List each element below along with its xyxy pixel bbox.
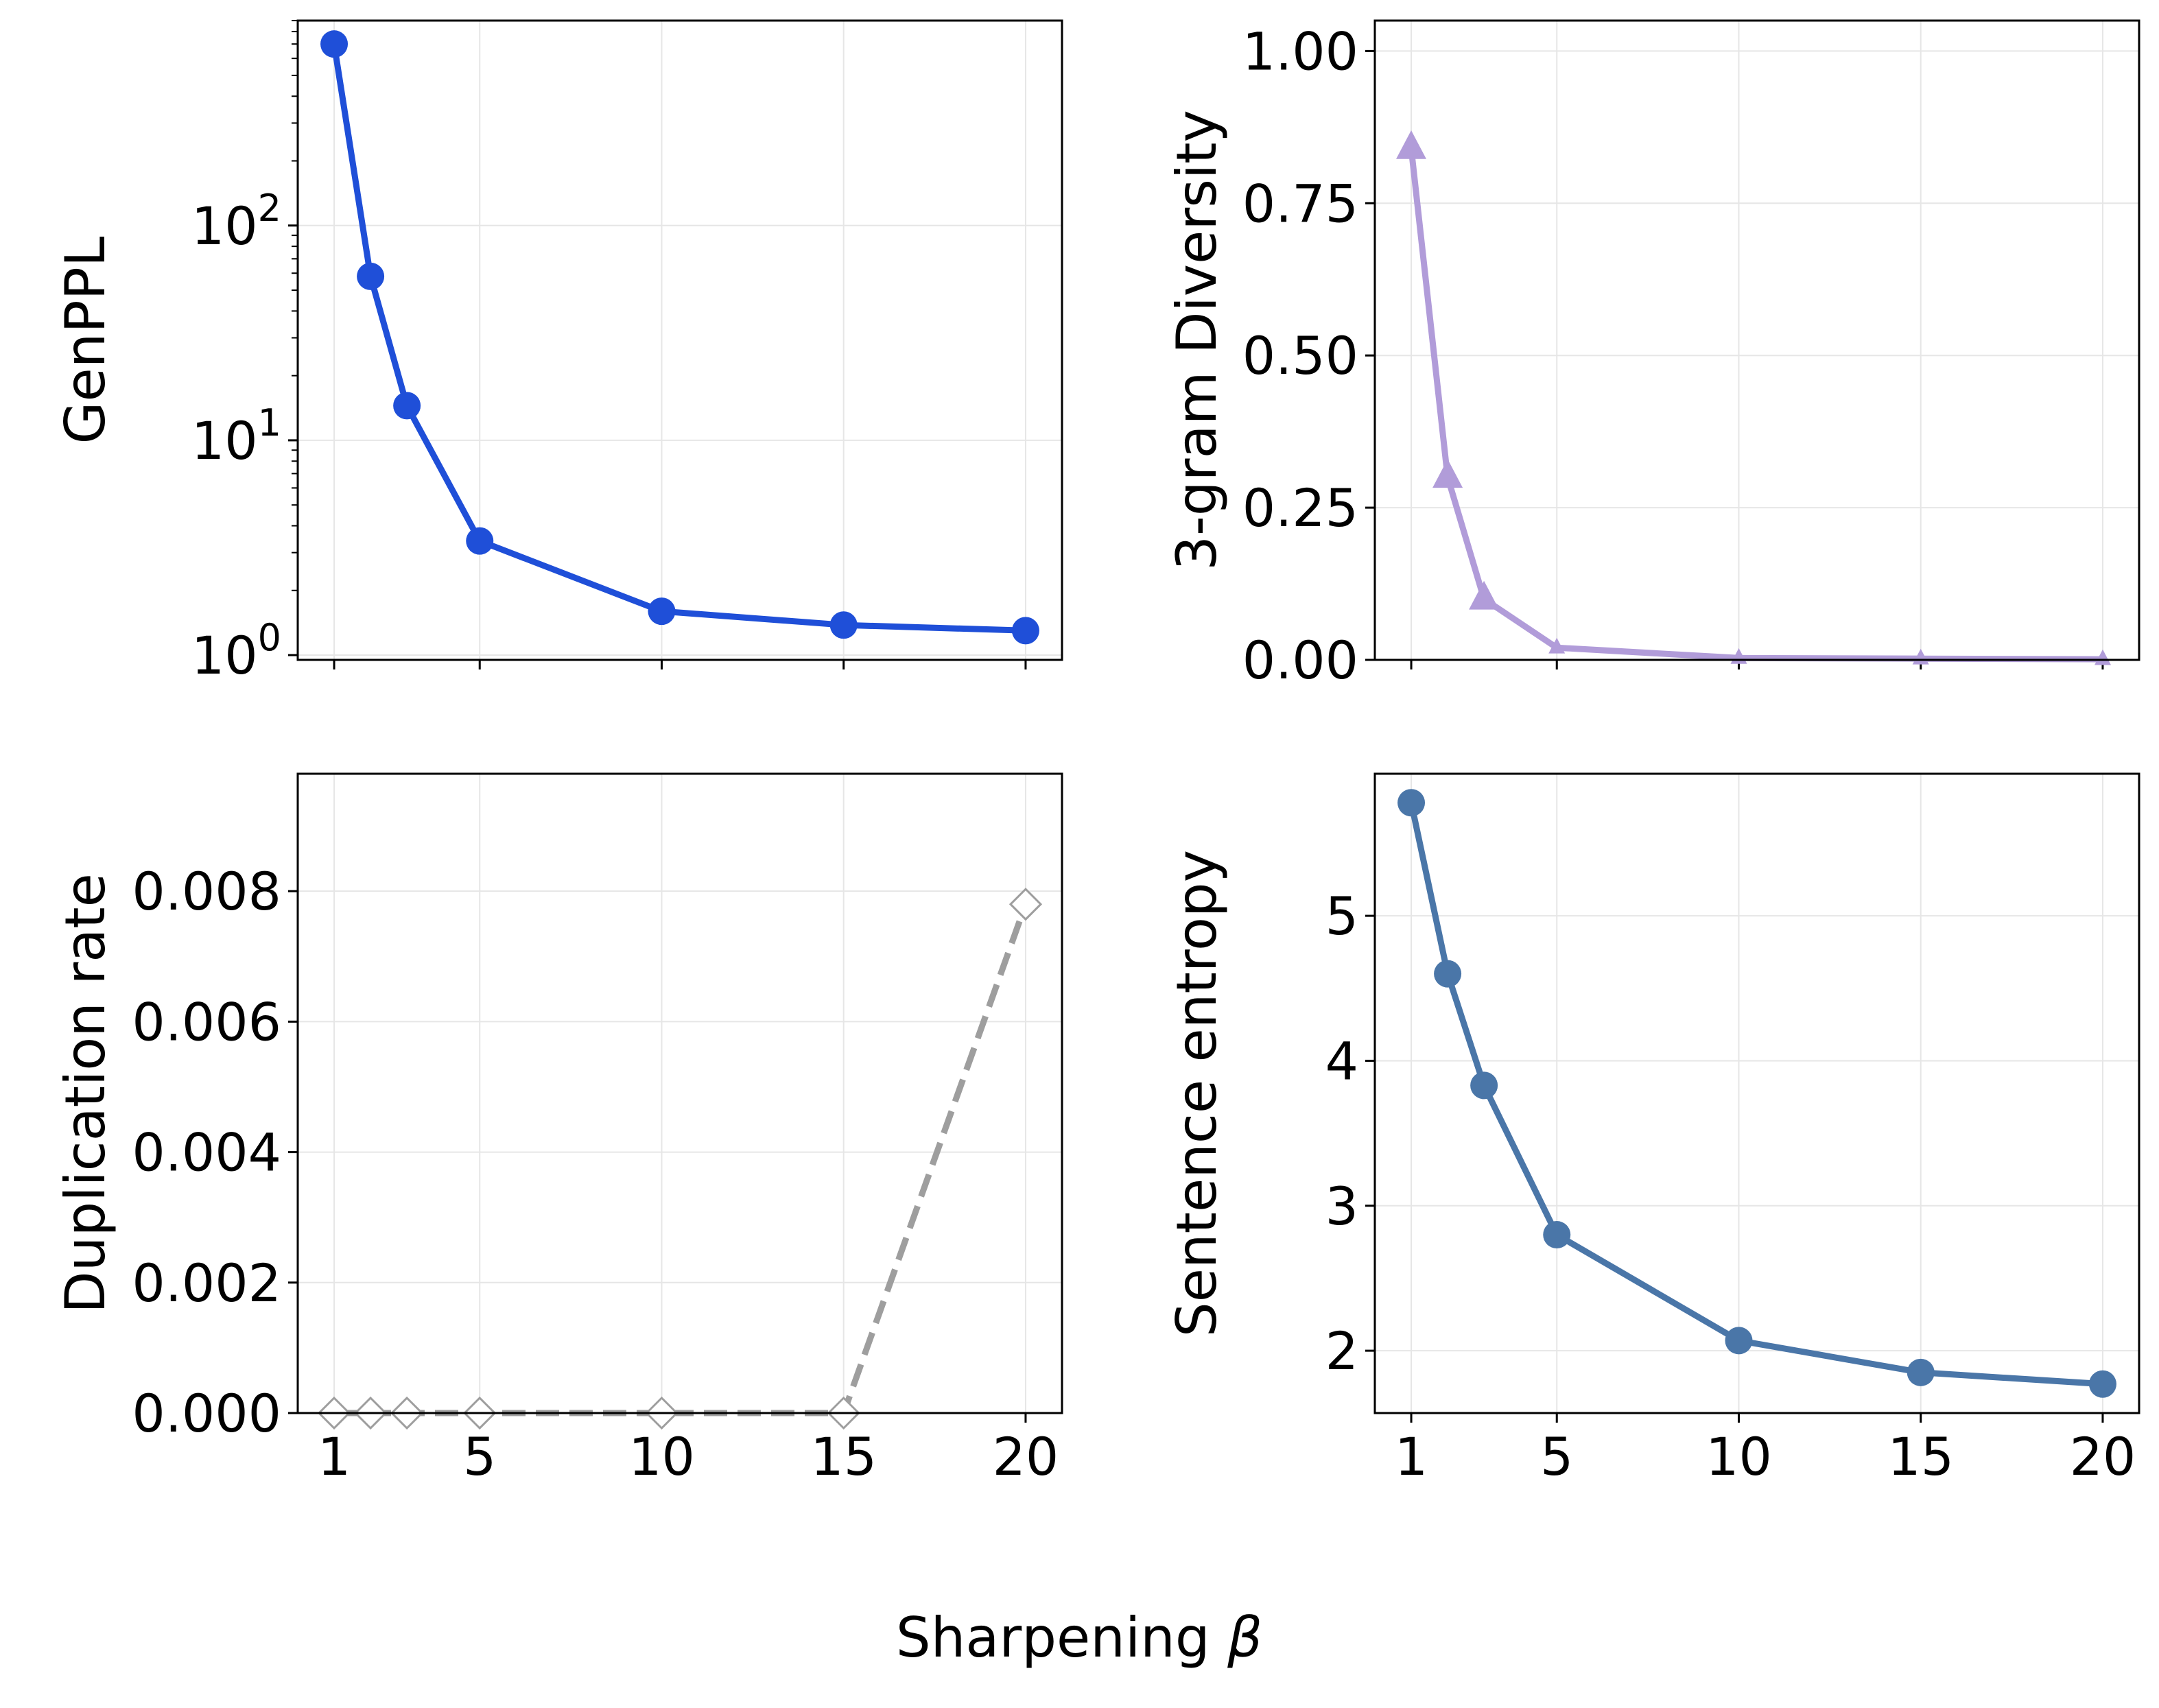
shared-xlabel: Sharpening β — [896, 1606, 1262, 1670]
diversity-panel: 0.00 0.25 0.50 0.75 1.003-gram Diversity — [1165, 19, 2140, 691]
series-line — [334, 903, 1029, 1416]
data-point-x3 — [1470, 1071, 1498, 1100]
y-tick-label: 100 — [191, 616, 281, 686]
y-tick-label: 0.006 — [132, 991, 281, 1052]
x-tick-label: 10 — [628, 1426, 695, 1487]
y-tick-label: 5 — [1325, 886, 1358, 947]
y-tick-label: 0.000 — [132, 1383, 281, 1444]
data-point-x5 — [466, 527, 494, 555]
data-point-x10 — [1725, 1327, 1753, 1355]
data-point-x2 — [357, 262, 385, 290]
x-tick-label: 15 — [1887, 1426, 1954, 1487]
y-tick-label: 0.004 — [132, 1122, 281, 1183]
x-tick-label: 10 — [1706, 1426, 1772, 1487]
shared-xlabel-symbol: β — [1227, 1606, 1262, 1670]
y-axis-title: 3-gram Diversity — [1165, 110, 1229, 571]
data-point-x5 — [1543, 1221, 1571, 1249]
x-tick-label: 5 — [463, 1426, 496, 1487]
series-line — [331, 43, 1026, 634]
data-point-x2 — [1432, 459, 1463, 488]
y-tick-label: 0.50 — [1242, 325, 1358, 386]
data-point-x15 — [1907, 1358, 1935, 1386]
y-tick-label: 0.00 — [1242, 630, 1358, 691]
y-tick-label: 102 — [191, 187, 281, 257]
genppl-panel: 100 101 102 GenPPL — [54, 19, 1063, 686]
data-point-x1 — [1396, 130, 1426, 159]
series-line — [1408, 147, 2103, 663]
y-axis-title: Duplication rate — [54, 873, 117, 1314]
data-point-x3 — [1469, 580, 1500, 610]
y-axis-title: GenPPL — [54, 236, 117, 444]
data-point-x15 — [829, 611, 858, 639]
shared-xlabel-text: Sharpening — [896, 1606, 1227, 1670]
y-tick-label: 0.008 — [132, 861, 281, 922]
y-tick-label: 101 — [191, 401, 281, 471]
y-tick-label: 3 — [1325, 1176, 1358, 1237]
plot-frame — [1373, 772, 2140, 1414]
data-point-x5 — [1548, 637, 1566, 654]
y-tick-label: 2 — [1325, 1320, 1358, 1381]
x-tick-label: 15 — [810, 1426, 877, 1487]
plot-frame — [296, 772, 1063, 1414]
y-tick-label: 4 — [1325, 1030, 1358, 1091]
x-tick-label: 20 — [993, 1426, 1059, 1487]
y-tick-label: 0.002 — [132, 1253, 281, 1314]
data-point-x2 — [1434, 960, 1462, 988]
data-point-x10 — [648, 597, 676, 626]
plot-frame — [1373, 19, 2140, 661]
series-line — [1408, 802, 2103, 1388]
data-point-x3 — [393, 392, 421, 420]
data-point-x1 — [320, 30, 349, 58]
data-point-x20 — [2088, 1370, 2116, 1398]
y-tick-label: 0.25 — [1242, 477, 1358, 538]
y-tick-label: 1.00 — [1242, 21, 1358, 82]
plot-frame — [296, 19, 1063, 661]
x-tick-label: 5 — [1540, 1426, 1573, 1487]
x-tick-label: 1 — [1395, 1426, 1428, 1487]
data-point-x20 — [2095, 649, 2111, 665]
data-point-x20 — [1011, 617, 1039, 645]
y-tick-label: 0.75 — [1242, 173, 1358, 234]
x-tick-label: 20 — [2070, 1426, 2136, 1487]
y-axis-title: Sentence entropy — [1165, 850, 1229, 1337]
data-point-x1 — [1397, 789, 1426, 817]
data-point-x20 — [1008, 888, 1043, 921]
x-tick-label: 1 — [318, 1426, 351, 1487]
duplication-panel: 1 5 10 15 200.0000.0020.0040.0060.008Duplica… — [54, 772, 1063, 1487]
